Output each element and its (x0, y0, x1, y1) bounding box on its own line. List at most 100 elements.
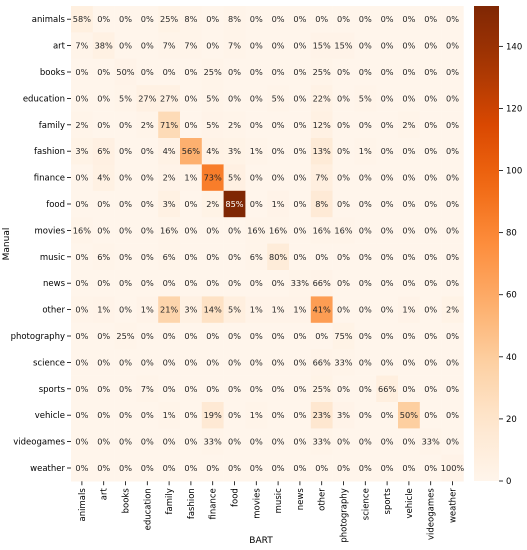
cell-label: 0% (402, 278, 415, 288)
heatmap-cell (71, 402, 94, 429)
cell-label: 1% (250, 410, 263, 420)
heatmap-cell (398, 138, 421, 165)
x-tick-label: weather (449, 488, 459, 523)
heatmap-cell (376, 296, 399, 324)
cell-label: 2% (228, 120, 241, 130)
cell-label: 0% (446, 410, 459, 420)
heatmap-cell (158, 138, 181, 165)
heatmap-cell (245, 85, 268, 112)
heatmap-cell (267, 58, 290, 86)
heatmap-cell (354, 58, 377, 86)
heatmap-cell (332, 32, 355, 60)
heatmap-cell (158, 164, 181, 192)
cell-label: 0% (272, 331, 285, 341)
heatmap-cell (441, 85, 464, 112)
colorbar-tick-label: 120 (506, 104, 522, 114)
heatmap-cell (136, 111, 159, 139)
heatmap-cell (71, 243, 94, 271)
cell-label: 21% (160, 305, 178, 315)
cell-label: 50% (116, 67, 134, 77)
heatmap-cell (71, 6, 94, 33)
heatmap-cell (419, 349, 442, 376)
cell-label: 0% (272, 410, 285, 420)
heatmap-cell (223, 243, 246, 271)
heatmap-cell (332, 296, 355, 324)
heatmap-cell (332, 402, 355, 429)
heatmap-cell (92, 428, 115, 456)
cell-label: 0% (337, 93, 350, 103)
cell-label: 0% (381, 146, 394, 156)
cell-label: 0% (337, 463, 350, 473)
cell-label: 0% (141, 437, 154, 447)
cell-label: 0% (75, 331, 88, 341)
cell-label: 0% (337, 384, 350, 394)
cell-label: 0% (141, 146, 154, 156)
x-tick-label: science (361, 488, 371, 520)
cell-label: 66% (313, 278, 331, 288)
cell-label: 0% (228, 93, 241, 103)
heatmap-cell (419, 138, 442, 165)
cell-label: 25% (204, 67, 222, 77)
heatmap-cell (114, 217, 137, 244)
heatmap-cell (71, 138, 94, 165)
cell-label: 0% (184, 252, 197, 262)
cell-label: 0% (293, 199, 306, 209)
cell-label: 0% (272, 146, 285, 156)
cell-label: 0% (272, 463, 285, 473)
heatmap-cell (376, 164, 399, 192)
heatmap-cell (398, 375, 421, 403)
cell-label: 0% (337, 173, 350, 183)
cell-label: 0% (97, 331, 110, 341)
heatmap-cell (223, 270, 246, 297)
heatmap-cell (158, 270, 181, 297)
y-tick-label: videogames (13, 438, 65, 448)
heatmap-cell (201, 402, 224, 429)
heatmap-cell (158, 58, 181, 86)
heatmap-cell (376, 111, 399, 139)
cell-label: 0% (293, 146, 306, 156)
cell-label: 0% (315, 331, 328, 341)
heatmap-cell (223, 32, 246, 60)
heatmap-cell (376, 138, 399, 165)
cell-label: 0% (446, 93, 459, 103)
heatmap-cell (376, 454, 399, 482)
cell-label: 33% (313, 437, 331, 447)
colorbar-tick-label: 80 (506, 229, 517, 239)
heatmap-cell (92, 190, 115, 218)
heatmap-cell (180, 428, 203, 456)
cell-label: 0% (381, 331, 394, 341)
cell-label: 0% (206, 14, 219, 24)
cell-label: 0% (75, 67, 88, 77)
heatmap-cell (441, 322, 464, 350)
cell-label: 0% (446, 278, 459, 288)
y-tick-label: art (53, 42, 66, 52)
x-tick-label: other (318, 488, 328, 511)
cell-label: 0% (184, 463, 197, 473)
heatmap-cell (223, 164, 246, 192)
cell-label: 50% (400, 410, 418, 420)
cell-label: 0% (119, 357, 132, 367)
heatmap-cell (136, 454, 159, 482)
heatmap-cell (310, 111, 333, 139)
heatmap-cell (332, 138, 355, 165)
cell-label: 5% (228, 173, 241, 183)
heatmap-cell (180, 375, 203, 403)
cell-label: 0% (359, 305, 372, 315)
heatmap-cell (376, 190, 399, 218)
heatmap-cell (398, 270, 421, 297)
cell-label: 4% (206, 146, 219, 156)
cell-label: 0% (359, 252, 372, 262)
cell-label: 0% (359, 331, 372, 341)
heatmap-cell (441, 243, 464, 271)
heatmap-cell (245, 6, 268, 33)
cell-label: 0% (424, 305, 437, 315)
heatmap-cell (136, 58, 159, 86)
heatmap-cell (267, 349, 290, 376)
cell-label: 0% (272, 41, 285, 51)
cell-label: 0% (381, 14, 394, 24)
cell-label: 0% (424, 252, 437, 262)
heatmap-cell (114, 58, 137, 86)
cell-label: 0% (119, 410, 132, 420)
cell-label: 0% (424, 357, 437, 367)
